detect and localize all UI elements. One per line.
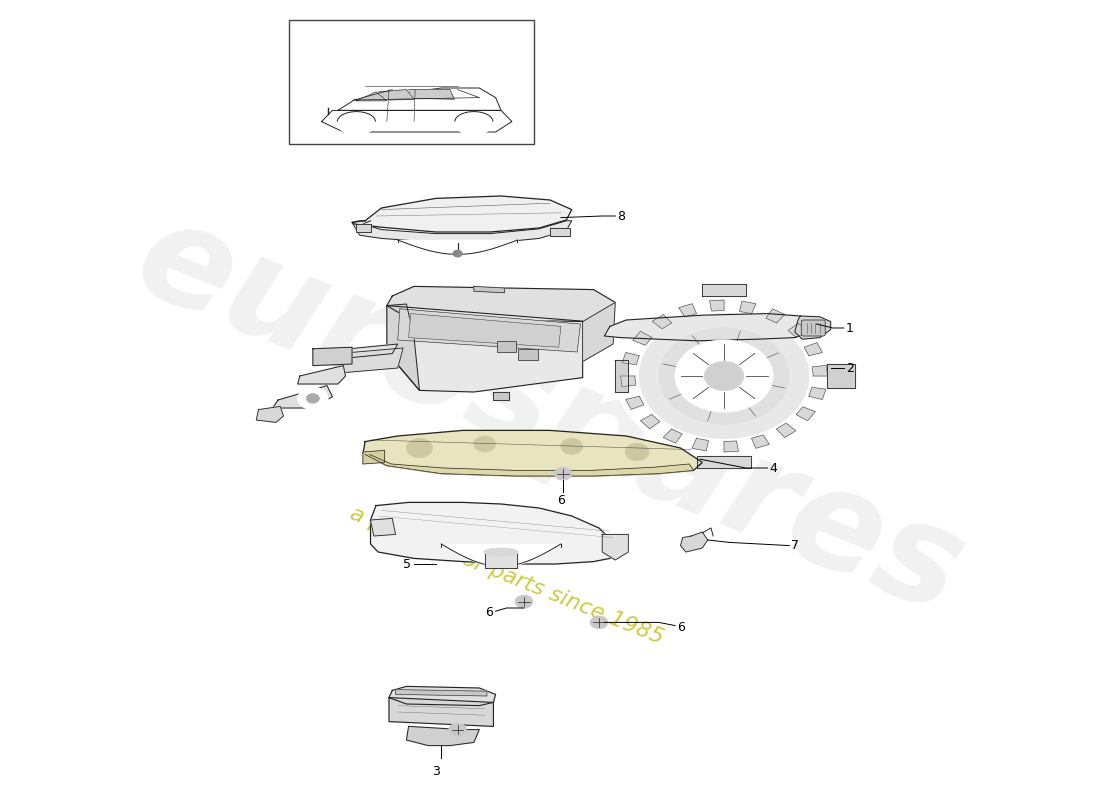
- Polygon shape: [474, 286, 504, 293]
- Text: 1: 1: [846, 322, 854, 334]
- Polygon shape: [679, 304, 696, 317]
- Polygon shape: [789, 323, 807, 338]
- Polygon shape: [652, 314, 672, 329]
- Polygon shape: [796, 406, 815, 421]
- Polygon shape: [751, 435, 769, 448]
- Polygon shape: [494, 392, 508, 400]
- Bar: [289, 20, 534, 144]
- Polygon shape: [352, 221, 572, 243]
- Text: 4: 4: [770, 462, 778, 474]
- Circle shape: [659, 328, 790, 424]
- Polygon shape: [356, 92, 387, 101]
- Polygon shape: [623, 353, 639, 365]
- Polygon shape: [739, 301, 756, 314]
- Polygon shape: [777, 423, 795, 438]
- Polygon shape: [583, 302, 615, 362]
- Circle shape: [406, 438, 432, 458]
- Polygon shape: [298, 366, 345, 384]
- Polygon shape: [352, 196, 572, 232]
- Polygon shape: [363, 430, 702, 476]
- Polygon shape: [256, 406, 284, 422]
- Circle shape: [625, 443, 649, 461]
- Polygon shape: [766, 309, 784, 323]
- Circle shape: [554, 467, 572, 480]
- Circle shape: [449, 723, 466, 736]
- Polygon shape: [710, 300, 724, 311]
- Polygon shape: [396, 690, 487, 696]
- Polygon shape: [550, 228, 570, 236]
- Ellipse shape: [484, 548, 518, 556]
- Text: 8: 8: [617, 210, 626, 222]
- Polygon shape: [378, 90, 414, 100]
- Polygon shape: [620, 376, 636, 386]
- Polygon shape: [327, 344, 398, 360]
- Polygon shape: [632, 331, 652, 346]
- Polygon shape: [696, 456, 751, 468]
- Text: a passion for parts since 1985: a passion for parts since 1985: [346, 504, 667, 648]
- Text: 5: 5: [403, 558, 410, 570]
- Polygon shape: [626, 396, 644, 410]
- Polygon shape: [692, 438, 708, 451]
- FancyBboxPatch shape: [518, 349, 538, 360]
- Circle shape: [474, 436, 496, 452]
- Polygon shape: [794, 316, 830, 339]
- Circle shape: [298, 387, 328, 410]
- Circle shape: [453, 250, 462, 257]
- Ellipse shape: [458, 122, 491, 134]
- Polygon shape: [808, 387, 826, 399]
- Polygon shape: [724, 441, 738, 452]
- Polygon shape: [602, 534, 628, 560]
- Text: 2: 2: [846, 362, 854, 374]
- Circle shape: [306, 394, 319, 403]
- Polygon shape: [702, 284, 746, 296]
- Polygon shape: [663, 429, 682, 443]
- Polygon shape: [681, 532, 707, 552]
- Text: 7: 7: [792, 539, 800, 552]
- Polygon shape: [387, 286, 615, 322]
- Polygon shape: [398, 309, 581, 352]
- Polygon shape: [387, 304, 419, 390]
- Text: eurospares: eurospares: [118, 189, 982, 643]
- Polygon shape: [312, 347, 352, 366]
- Polygon shape: [604, 314, 813, 341]
- Text: 3: 3: [432, 765, 440, 778]
- Text: 6: 6: [557, 494, 564, 507]
- Polygon shape: [804, 342, 823, 356]
- Polygon shape: [389, 686, 496, 706]
- Polygon shape: [338, 88, 502, 110]
- Polygon shape: [813, 366, 827, 376]
- Circle shape: [704, 362, 744, 390]
- Polygon shape: [408, 90, 454, 99]
- Circle shape: [591, 616, 607, 629]
- Circle shape: [615, 296, 833, 456]
- Polygon shape: [273, 386, 332, 408]
- Polygon shape: [640, 414, 660, 429]
- Circle shape: [561, 438, 583, 454]
- Polygon shape: [371, 502, 617, 564]
- Polygon shape: [827, 364, 855, 388]
- Circle shape: [639, 314, 808, 438]
- Polygon shape: [408, 314, 561, 347]
- Polygon shape: [485, 552, 517, 568]
- Polygon shape: [406, 726, 480, 746]
- Text: 6: 6: [485, 606, 494, 619]
- Polygon shape: [365, 454, 702, 476]
- Polygon shape: [615, 360, 628, 392]
- FancyBboxPatch shape: [801, 320, 825, 336]
- Polygon shape: [356, 224, 371, 232]
- Ellipse shape: [340, 122, 373, 134]
- Polygon shape: [387, 306, 588, 392]
- Polygon shape: [389, 698, 494, 726]
- Circle shape: [675, 340, 773, 412]
- Circle shape: [515, 595, 532, 608]
- Text: 6: 6: [678, 621, 685, 634]
- Polygon shape: [363, 450, 385, 464]
- Polygon shape: [371, 518, 396, 536]
- Polygon shape: [321, 110, 512, 132]
- FancyBboxPatch shape: [497, 341, 516, 352]
- Polygon shape: [332, 348, 404, 374]
